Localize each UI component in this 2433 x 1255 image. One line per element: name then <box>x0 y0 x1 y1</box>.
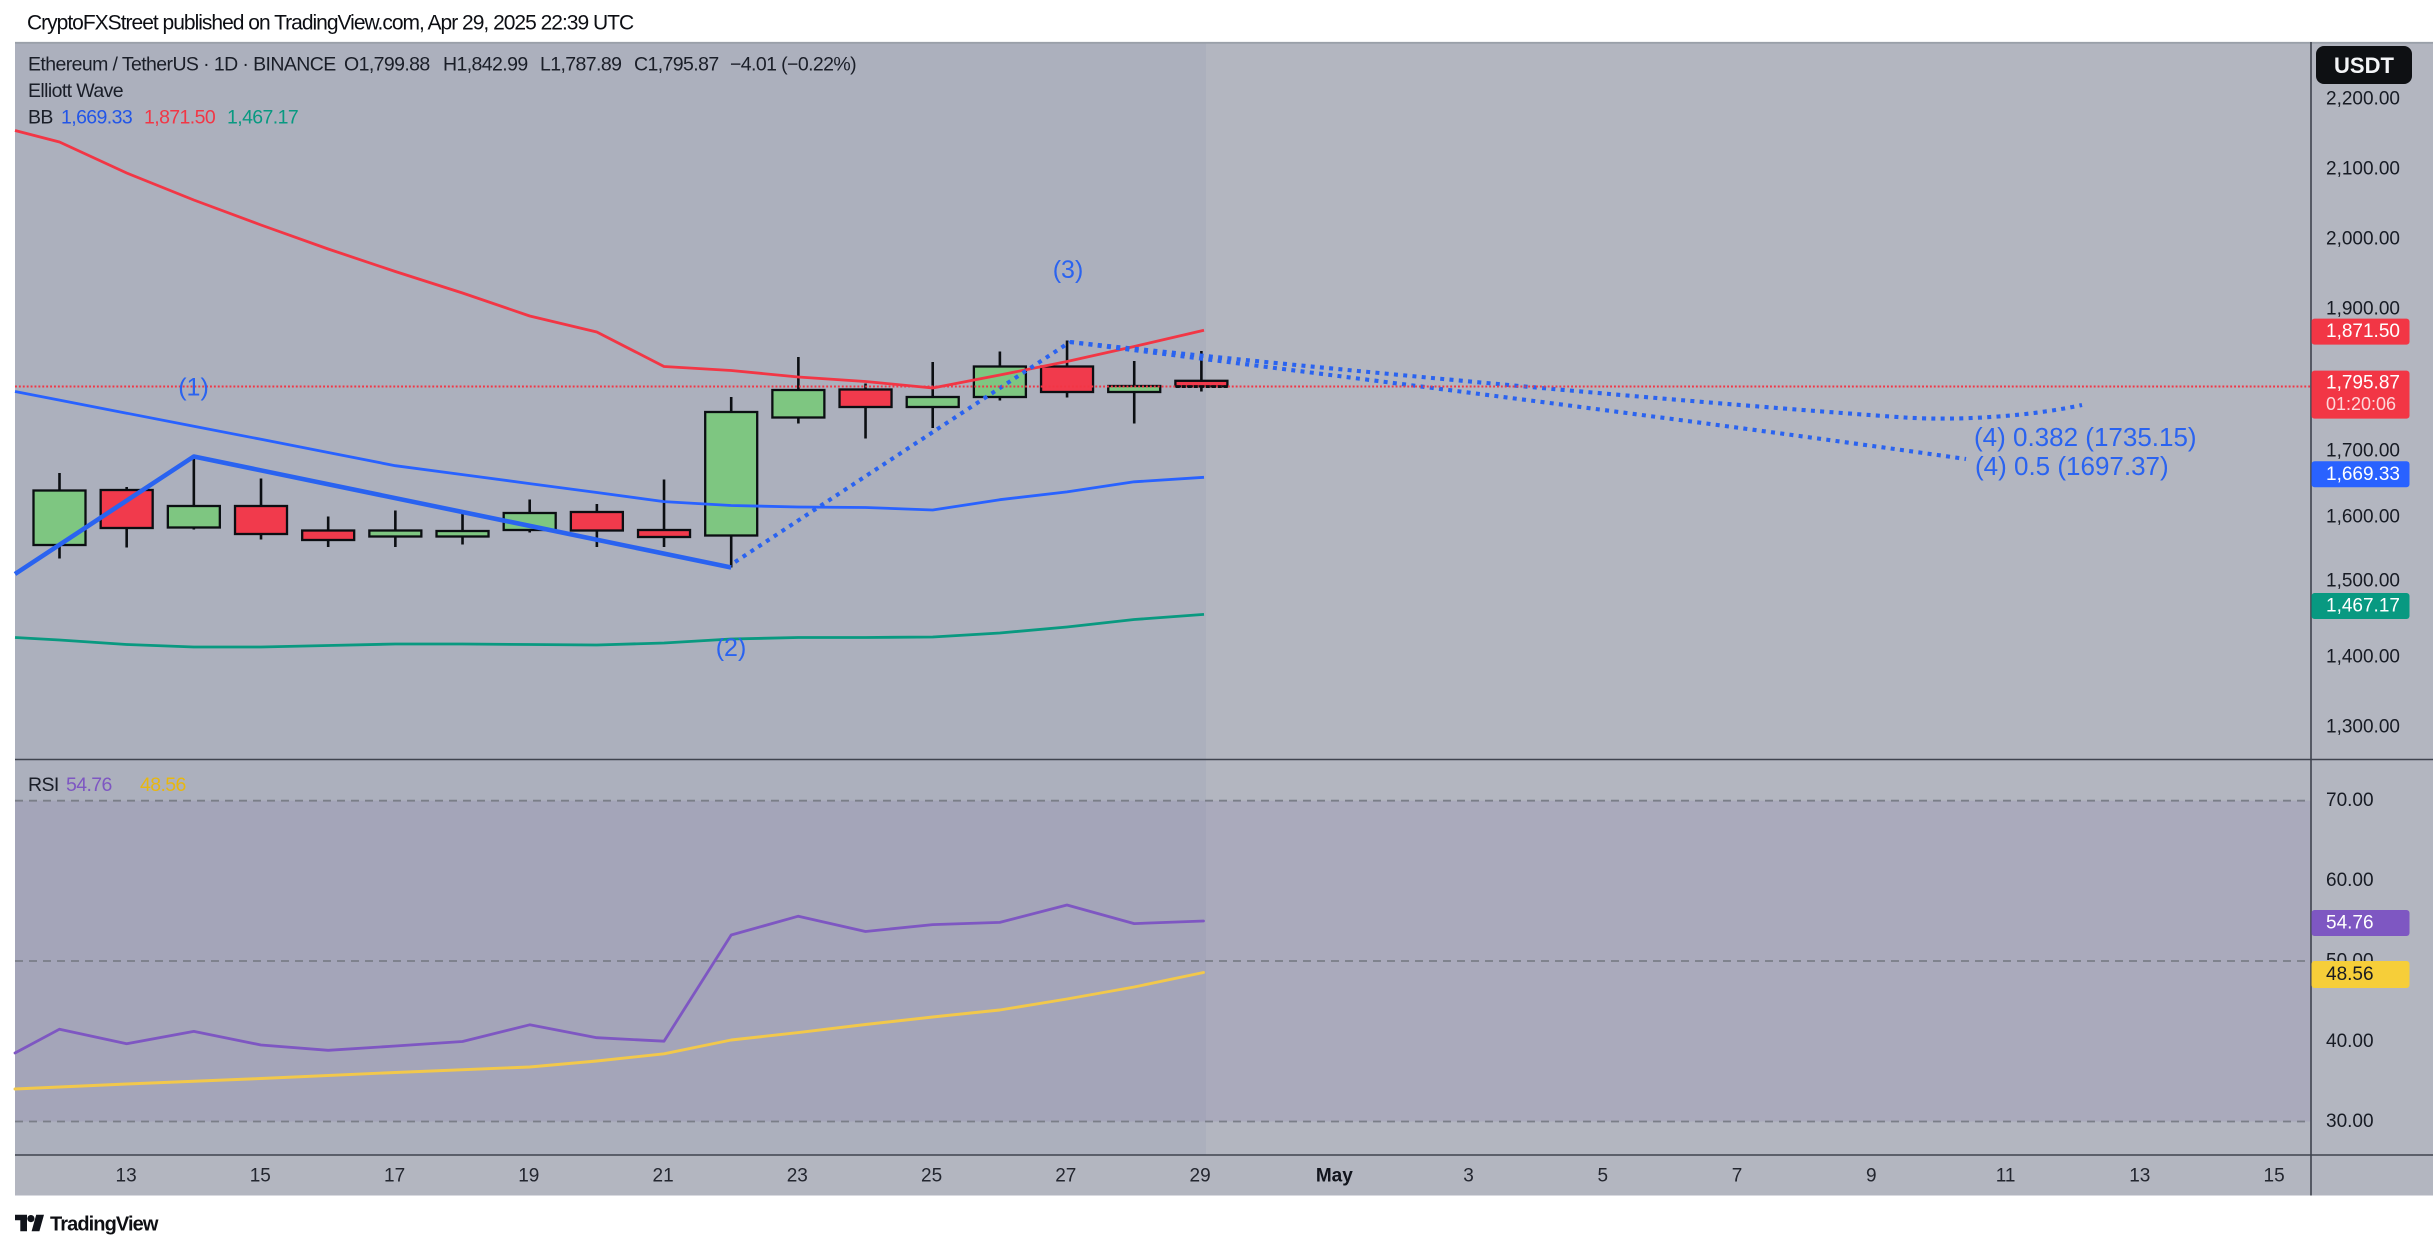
svg-text:13: 13 <box>116 1166 137 1187</box>
svg-text:1,600.00: 1,600.00 <box>2326 507 2400 528</box>
svg-text:13: 13 <box>2129 1166 2150 1187</box>
svg-text:2,100.00: 2,100.00 <box>2326 159 2400 180</box>
svg-text:9: 9 <box>1866 1166 1877 1187</box>
svg-text:17: 17 <box>384 1166 405 1187</box>
svg-text:May: May <box>1316 1166 1353 1187</box>
svg-text:CryptoFXStreet published on Tr: CryptoFXStreet published on TradingView.… <box>27 12 634 35</box>
svg-text:O1,799.88: O1,799.88 <box>344 54 430 76</box>
svg-text:29: 29 <box>1190 1166 1211 1187</box>
svg-text:1,467.17: 1,467.17 <box>227 107 298 129</box>
svg-text:48.56: 48.56 <box>140 774 186 796</box>
svg-text:01:20:06: 01:20:06 <box>2326 394 2396 414</box>
svg-text:TradingView: TradingView <box>50 1214 159 1236</box>
svg-text:1,300.00: 1,300.00 <box>2326 717 2400 738</box>
svg-text:C1,795.87: C1,795.87 <box>634 54 719 76</box>
svg-text:60.00: 60.00 <box>2326 870 2374 891</box>
svg-text:1,700.00: 1,700.00 <box>2326 441 2400 462</box>
svg-text:25: 25 <box>921 1166 942 1187</box>
svg-text:(2): (2) <box>716 634 747 662</box>
svg-text:70.00: 70.00 <box>2326 790 2374 811</box>
svg-text:1,400.00: 1,400.00 <box>2326 647 2400 668</box>
svg-text:(4) 0.5 (1697.37): (4) 0.5 (1697.37) <box>1975 451 2169 481</box>
svg-text:1,871.50: 1,871.50 <box>144 107 216 129</box>
svg-text:1,500.00: 1,500.00 <box>2326 571 2400 592</box>
svg-text:48.56: 48.56 <box>2326 964 2374 985</box>
svg-text:1,467.17: 1,467.17 <box>2326 596 2400 617</box>
svg-text:−4.01 (−0.22%): −4.01 (−0.22%) <box>730 54 856 76</box>
svg-text:5: 5 <box>1598 1166 1609 1187</box>
svg-text:2,200.00: 2,200.00 <box>2326 89 2400 110</box>
svg-text:H1,842.99: H1,842.99 <box>443 54 528 76</box>
svg-text:(4) 0.382 (1735.15): (4) 0.382 (1735.15) <box>1974 422 2197 452</box>
svg-text:1,669.33: 1,669.33 <box>61 107 132 129</box>
svg-text:27: 27 <box>1055 1166 1076 1187</box>
svg-text:L1,787.89: L1,787.89 <box>540 54 621 76</box>
svg-text:2,000.00: 2,000.00 <box>2326 229 2400 250</box>
svg-text:BB: BB <box>28 107 53 129</box>
svg-text:15: 15 <box>2264 1166 2285 1187</box>
svg-text:54.76: 54.76 <box>2326 913 2374 934</box>
svg-text:1,795.87: 1,795.87 <box>2326 373 2400 394</box>
svg-text:19: 19 <box>518 1166 539 1187</box>
svg-text:USDT: USDT <box>2334 53 2394 78</box>
svg-text:11: 11 <box>1996 1166 2016 1187</box>
svg-text:(1): (1) <box>178 374 209 402</box>
svg-text:30.00: 30.00 <box>2326 1111 2374 1132</box>
svg-text:(3): (3) <box>1053 256 1084 284</box>
svg-text:40.00: 40.00 <box>2326 1031 2374 1052</box>
svg-text:54.76: 54.76 <box>66 774 112 796</box>
svg-text:23: 23 <box>787 1166 808 1187</box>
svg-text:7: 7 <box>1732 1166 1743 1187</box>
svg-text:RSI: RSI <box>28 774 59 796</box>
svg-text:1,669.33: 1,669.33 <box>2326 464 2400 485</box>
svg-text:Elliott Wave: Elliott Wave <box>28 80 123 102</box>
svg-text:21: 21 <box>653 1166 674 1187</box>
svg-text:15: 15 <box>250 1166 271 1187</box>
svg-text:1,871.50: 1,871.50 <box>2326 321 2400 342</box>
svg-text:3: 3 <box>1463 1166 1474 1187</box>
svg-text:1,900.00: 1,900.00 <box>2326 299 2400 320</box>
svg-text:Ethereum / TetherUS · 1D · BIN: Ethereum / TetherUS · 1D · BINANCE <box>28 54 336 76</box>
